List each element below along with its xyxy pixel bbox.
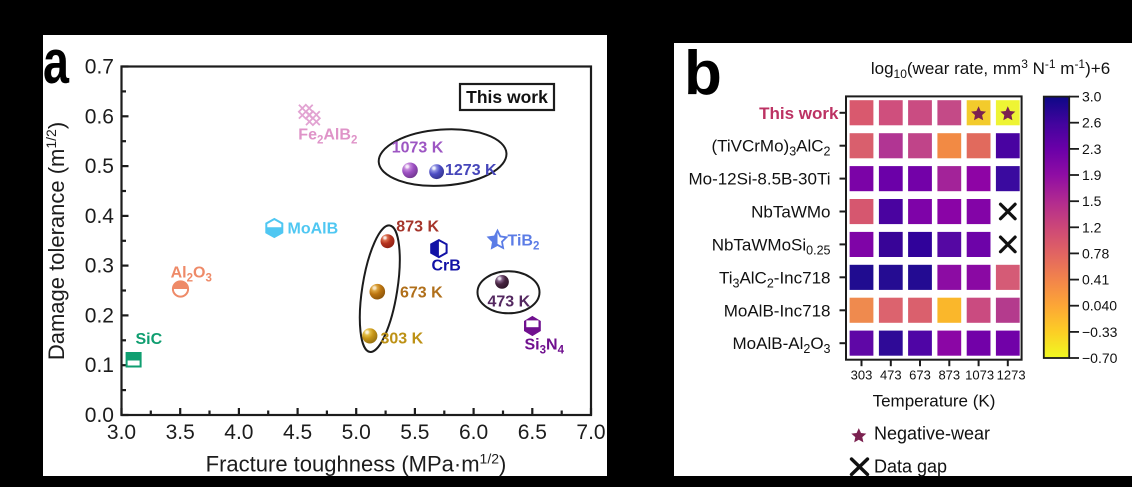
svg-text:1273: 1273 [997,368,1026,383]
svg-text:0.2: 0.2 [85,304,114,327]
svg-text:0.0: 0.0 [85,404,114,427]
svg-text:303: 303 [851,368,873,383]
svg-text:303 K: 303 K [381,331,424,348]
svg-text:Temperature (K): Temperature (K) [873,392,996,411]
svg-text:NbTaWMo: NbTaWMo [751,203,830,222]
svg-text:0.4: 0.4 [85,205,115,228]
svg-text:873: 873 [938,368,960,383]
svg-text:0.040: 0.040 [1082,298,1117,314]
svg-text:473: 473 [880,368,902,383]
svg-text:6.0: 6.0 [459,421,488,444]
svg-text:3.0: 3.0 [1082,89,1102,105]
svg-text:Mo-12Si-8.5B-30Ti: Mo-12Si-8.5B-30Ti [688,170,830,189]
svg-text:(TiVCrMo)3​AlC2​: (TiVCrMo)3​AlC2​ [711,137,830,159]
svg-text:log10(wear rate, mm3 N-1 m-1)+: log10(wear rate, mm3 N-1 m-1)+6 [871,57,1110,81]
svg-text:673: 673 [909,368,931,383]
svg-text:1.5: 1.5 [1082,193,1102,209]
svg-text:CrB: CrB [432,258,461,275]
svg-text:473 K: 473 K [488,294,531,311]
svg-text:Damage tolerance (m1/2): Damage tolerance (m1/2) [43,122,69,360]
svg-text:0.3: 0.3 [85,255,114,278]
svg-text:Si3N4: Si3N4 [525,337,565,357]
svg-text:This work: This work [466,87,548,107]
svg-text:4.5: 4.5 [283,421,312,444]
svg-text:TiB2: TiB2 [508,233,540,253]
svg-text:MoAlB-Al2​O3​: MoAlB-Al2​O3​ [733,334,831,356]
svg-text:7.0: 7.0 [576,421,605,444]
svg-text:3.5: 3.5 [166,421,195,444]
svg-text:5.0: 5.0 [342,421,371,444]
svg-text:b: b [684,39,722,108]
svg-text:1073 K: 1073 K [392,140,444,157]
svg-text:2.6: 2.6 [1082,115,1102,131]
svg-text:5.5: 5.5 [400,421,429,444]
svg-text:Fe2AlB2: Fe2AlB2 [298,126,357,146]
svg-text:6.5: 6.5 [518,421,547,444]
svg-text:873 K: 873 K [396,219,439,236]
svg-text:MoAlB-Inc718: MoAlB-Inc718 [724,301,831,320]
svg-text:MoAlB: MoAlB [288,221,339,238]
svg-text:Ti3​AlC2​-Inc718: Ti3​AlC2​-Inc718 [719,268,831,290]
svg-text:a: a [43,28,69,97]
svg-text:Fracture toughness (MPa·m1/2): Fracture toughness (MPa·m1/2) [206,451,507,477]
svg-text:0.5: 0.5 [85,155,114,178]
svg-text:NbTaWMoSi0.25​: NbTaWMoSi0.25​ [712,235,831,257]
svg-text:2.3: 2.3 [1082,141,1102,157]
svg-text:This work: This work [759,104,839,123]
svg-text:673 K: 673 K [400,285,443,302]
svg-text:1.2: 1.2 [1082,219,1102,235]
svg-text:SiC: SiC [136,331,163,348]
svg-text:1073: 1073 [965,368,994,383]
svg-text:Al2O3: Al2O3 [171,264,212,284]
svg-text:0.41: 0.41 [1082,272,1109,288]
svg-text:−0.33: −0.33 [1082,324,1118,340]
svg-text:Data gap: Data gap [874,457,947,477]
svg-text:0.7: 0.7 [85,56,114,79]
svg-text:0.78: 0.78 [1082,245,1109,261]
svg-text:4.0: 4.0 [224,421,253,444]
svg-text:−0.70: −0.70 [1082,350,1118,366]
svg-text:1.9: 1.9 [1082,167,1102,183]
svg-text:1273 K: 1273 K [445,162,497,179]
svg-text:0.1: 0.1 [85,354,114,377]
svg-text:Negative-wear: Negative-wear [874,424,990,444]
svg-text:3.0: 3.0 [107,421,136,444]
svg-text:0.6: 0.6 [85,105,114,128]
